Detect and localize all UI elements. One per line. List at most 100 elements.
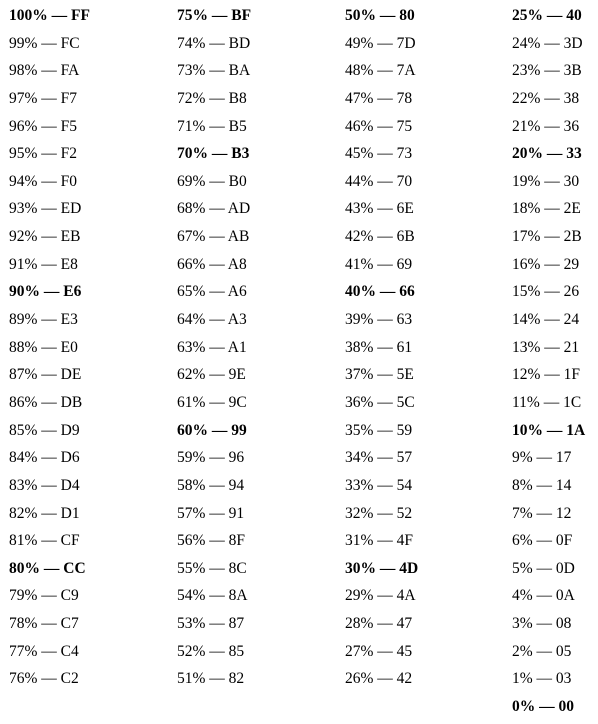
opacity-entry: 67% — AB xyxy=(177,228,250,246)
opacity-entry: 37% — 5E xyxy=(345,366,414,384)
opacity-entry: 86% — DB xyxy=(9,393,83,411)
opacity-entry: 10% — 1A xyxy=(512,421,586,439)
opacity-entry: 22% — 38 xyxy=(512,89,580,107)
opacity-entry: 28% — 47 xyxy=(345,615,413,633)
opacity-entry: 99% — FC xyxy=(9,34,80,52)
opacity-entry: 41% — 69 xyxy=(345,255,413,273)
opacity-entry: 89% — E3 xyxy=(9,311,78,329)
opacity-entry: 63% — A1 xyxy=(177,338,247,356)
opacity-entry: 95% — F2 xyxy=(9,145,78,163)
opacity-entry: 78% — C7 xyxy=(9,615,79,633)
opacity-entry: 36% — 5C xyxy=(345,393,415,411)
opacity-entry: 52% — 85 xyxy=(177,642,245,660)
opacity-entry: 58% — 94 xyxy=(177,476,245,494)
opacity-entry: 55% — 8C xyxy=(177,559,247,577)
opacity-entry: 60% — 99 xyxy=(177,421,247,439)
opacity-entry: 32% — 52 xyxy=(345,504,413,522)
opacity-entry: 17% — 2B xyxy=(512,228,582,246)
opacity-entry: 65% — A6 xyxy=(177,283,247,301)
opacity-entry: 88% — E0 xyxy=(9,338,78,356)
opacity-entry: 39% — 63 xyxy=(345,311,413,329)
opacity-entry: 43% — 6E xyxy=(345,200,414,218)
opacity-entry: 27% — 45 xyxy=(345,642,413,660)
opacity-entry: 66% — A8 xyxy=(177,255,247,273)
opacity-entry: 84% — D6 xyxy=(9,449,80,467)
opacity-entry: 49% — 7D xyxy=(345,34,416,52)
opacity-entry: 85% — D9 xyxy=(9,421,80,439)
opacity-entry: 29% — 4A xyxy=(345,587,416,605)
opacity-entry: 35% — 59 xyxy=(345,421,413,439)
opacity-entry: 19% — 30 xyxy=(512,172,580,190)
opacity-entry: 5% — 0D xyxy=(512,559,575,577)
opacity-entry: 80% — CC xyxy=(9,559,86,577)
opacity-entry: 46% — 75 xyxy=(345,117,413,135)
opacity-entry: 75% — BF xyxy=(177,7,252,24)
opacity-entry: 72% — B8 xyxy=(177,89,247,107)
opacity-entry: 40% — 66 xyxy=(345,283,415,301)
opacity-entry: 94% — F0 xyxy=(9,172,78,190)
opacity-entry: 53% — 87 xyxy=(177,615,245,633)
opacity-entry: 68% — AD xyxy=(177,200,251,218)
opacity-entry: 70% — B3 xyxy=(177,145,250,163)
opacity-entry: 92% — EB xyxy=(9,228,81,246)
opacity-entry: 12% — 1F xyxy=(512,366,581,384)
opacity-entry: 6% — 0F xyxy=(512,532,573,550)
opacity-entry: 77% — C4 xyxy=(9,642,79,660)
opacity-entry: 8% — 14 xyxy=(512,476,572,494)
opacity-entry: 51% — 82 xyxy=(177,670,245,688)
opacity-entry: 13% — 21 xyxy=(512,338,580,356)
opacity-entry: 15% — 26 xyxy=(512,283,580,301)
opacity-entry: 4% — 0A xyxy=(512,587,575,605)
opacity-entry: 82% — D1 xyxy=(9,504,80,522)
opacity-entry: 96% — F5 xyxy=(9,117,78,135)
opacity-entry: 38% — 61 xyxy=(345,338,413,356)
opacity-entry: 20% — 33 xyxy=(512,145,582,163)
opacity-entry: 45% — 73 xyxy=(345,145,413,163)
opacity-entry: 69% — B0 xyxy=(177,172,247,190)
opacity-entry: 48% — 7A xyxy=(345,62,416,80)
opacity-entry: 97% — F7 xyxy=(9,89,78,107)
opacity-entry: 33% — 54 xyxy=(345,476,413,494)
opacity-entry: 34% — 57 xyxy=(345,449,413,467)
opacity-entry: 25% — 40 xyxy=(512,7,582,24)
opacity-entry: 14% — 24 xyxy=(512,311,580,329)
opacity-entry: 0% — 00 xyxy=(512,698,574,716)
column-3: 50% — 80 49% — 7D 48% — 7A 47% — 78 46% — 75… xyxy=(345,0,418,693)
opacity-entry: 62% — 9E xyxy=(177,366,246,384)
opacity-entry: 44% — 70 xyxy=(345,172,413,190)
opacity-entry: 7% — 12 xyxy=(512,504,572,522)
opacity-entry: 50% — 80 xyxy=(345,7,415,24)
opacity-entry: 31% — 4F xyxy=(345,532,414,550)
opacity-entry: 11% — 1C xyxy=(512,393,582,411)
opacity-entry: 87% — DE xyxy=(9,366,82,384)
opacity-entry: 24% — 3D xyxy=(512,34,583,52)
opacity-entry: 23% — 3B xyxy=(512,62,582,80)
column-1: 100% — FF 99% — FC 98% — FA 97% — F7 96% — F… xyxy=(9,0,90,693)
column-4: 25% — 40 24% — 3D 23% — 3B 22% — 38 21% — 36… xyxy=(512,0,585,721)
opacity-entry: 21% — 36 xyxy=(512,117,580,135)
opacity-entry: 56% — 8F xyxy=(177,532,246,550)
opacity-entry: 16% — 29 xyxy=(512,255,580,273)
opacity-entry: 79% — C9 xyxy=(9,587,79,605)
opacity-entry: 18% — 2E xyxy=(512,200,581,218)
opacity-entry: 42% — 6B xyxy=(345,228,415,246)
opacity-entry: 57% — 91 xyxy=(177,504,245,522)
opacity-entry: 93% — ED xyxy=(9,200,82,218)
opacity-entry: 90% — E6 xyxy=(9,283,82,301)
opacity-entry: 2% — 05 xyxy=(512,642,572,660)
opacity-entry: 71% — B5 xyxy=(177,117,247,135)
opacity-entry: 9% — 17 xyxy=(512,449,572,467)
opacity-entry: 74% — BD xyxy=(177,34,251,52)
opacity-entry: 3% — 08 xyxy=(512,615,572,633)
opacity-entry: 59% — 96 xyxy=(177,449,245,467)
opacity-entry: 54% — 8A xyxy=(177,587,248,605)
opacity-entry: 64% — A3 xyxy=(177,311,247,329)
opacity-entry: 100% — FF xyxy=(9,7,90,24)
opacity-entry: 98% — FA xyxy=(9,62,80,80)
opacity-entry: 47% — 78 xyxy=(345,89,413,107)
opacity-entry: 81% — CF xyxy=(9,532,80,550)
opacity-entry: 91% — E8 xyxy=(9,255,78,273)
opacity-entry: 26% — 42 xyxy=(345,670,413,688)
opacity-entry: 76% — C2 xyxy=(9,670,79,688)
